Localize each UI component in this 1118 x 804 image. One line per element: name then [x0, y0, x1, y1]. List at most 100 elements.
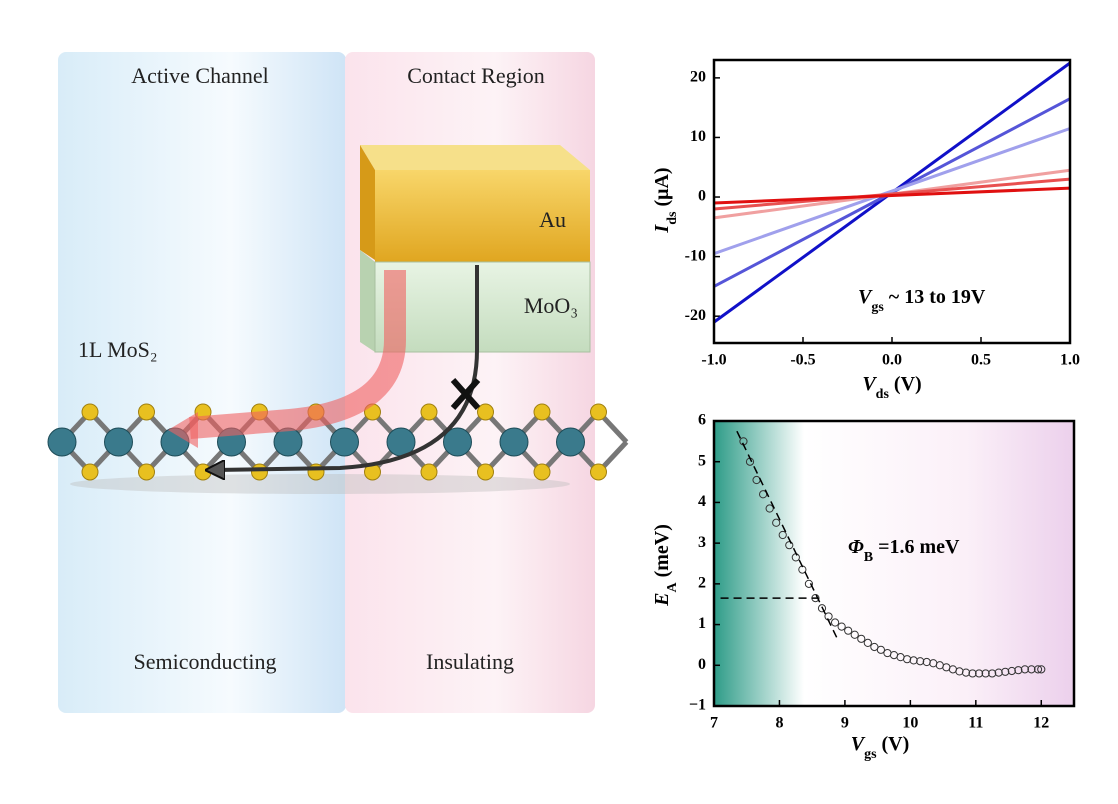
au-top: [360, 145, 590, 170]
sulfur: [420, 403, 438, 421]
label-part: ds: [665, 211, 680, 225]
x-tick-label: 0.5: [971, 352, 991, 369]
label: 1L MoS₂: [78, 337, 158, 362]
schematic: Active Channel Contact Region Au MoO₃ 1L…: [47, 52, 629, 713]
au-side: [360, 145, 375, 260]
point: [772, 518, 781, 527]
y-tick-label: -10: [685, 247, 706, 264]
channel-region: [58, 52, 346, 713]
point: [961, 668, 971, 677]
plot-frame: [712, 419, 1076, 708]
sulfur: [81, 403, 99, 421]
sulfur: [194, 463, 212, 481]
point: [994, 668, 1003, 677]
point: [817, 604, 827, 613]
sulfur: [81, 463, 99, 481]
axis-label: Vgs ~ 13 to 19V: [858, 286, 986, 315]
background: [714, 421, 1074, 706]
point: [876, 645, 886, 654]
label-part: Φ: [848, 536, 864, 558]
au-block: [375, 170, 590, 262]
label-part: (V): [877, 733, 910, 755]
point: [1007, 666, 1016, 676]
point: [1027, 665, 1036, 674]
sulfur: [533, 463, 551, 481]
point: [778, 530, 787, 540]
point: [850, 630, 859, 639]
x-tick-label: 10: [902, 715, 918, 732]
molybdenum: [556, 427, 585, 457]
x-tick-label: -1.0: [701, 352, 726, 369]
label: Au: [539, 207, 566, 232]
sulfur: [251, 463, 268, 481]
label: Active Channel: [131, 63, 268, 88]
y-tick-label: 5: [698, 452, 706, 469]
point: [1033, 665, 1043, 674]
molybdenum: [330, 427, 359, 457]
label-part: gs: [871, 300, 884, 315]
label-part: (μA): [651, 167, 673, 211]
point: [844, 626, 853, 635]
current-arrow: [189, 270, 406, 439]
label-part: B: [864, 550, 873, 565]
y-tick-label: 1: [698, 615, 706, 632]
sulfur: [590, 463, 607, 481]
point: [765, 504, 774, 513]
point: [955, 667, 964, 676]
y-tick-label: -20: [685, 307, 706, 324]
molybdenum: [499, 427, 529, 457]
sulfur: [138, 463, 155, 481]
label-part: E: [651, 593, 673, 607]
point: [988, 669, 997, 678]
label-part: (V): [889, 373, 922, 395]
series-line: [713, 186, 1071, 205]
sulfur: [533, 403, 551, 421]
plot-frame: [712, 58, 1072, 345]
label-part: I: [651, 224, 673, 234]
sulfur: [477, 463, 494, 481]
series-line: [713, 127, 1071, 256]
point: [1020, 665, 1030, 674]
molybdenum: [104, 427, 133, 457]
y-tick-label: 3: [698, 534, 706, 551]
sulfur: [477, 403, 494, 421]
point: [909, 656, 918, 665]
moo3-block: [374, 261, 591, 353]
label-part: V: [851, 733, 866, 755]
y-tick-label: 10: [690, 128, 706, 145]
y-tick-label: 4: [698, 493, 706, 510]
arrow-head: [168, 412, 198, 448]
label-part: gs: [864, 747, 877, 762]
axis-label: Vgs (V): [851, 733, 910, 762]
moo3-side: [360, 250, 375, 352]
sulfur: [590, 403, 607, 421]
y-tick-label: 20: [690, 69, 706, 86]
point: [1001, 667, 1010, 676]
point: [785, 541, 794, 550]
point: [837, 622, 846, 631]
cross: [450, 378, 481, 410]
y-tick-label: 2: [698, 575, 706, 592]
label-part: =1.6 meV: [873, 536, 960, 558]
molybdenum: [47, 427, 77, 457]
label: Contact Region: [407, 63, 544, 88]
point: [981, 669, 990, 678]
shadow: [70, 474, 570, 494]
x-tick-label: 8: [775, 715, 783, 732]
label: Semiconducting: [134, 649, 277, 674]
point: [863, 638, 872, 647]
axis-label: Vds (V): [862, 373, 921, 402]
molybdenum: [443, 427, 472, 457]
x-tick-label: 9: [841, 715, 849, 732]
point: [1014, 666, 1023, 675]
x-tick-label: 7: [710, 715, 718, 732]
point: [830, 618, 840, 627]
x-tick-label: 1.0: [1060, 352, 1080, 369]
x-tick-label: 12: [1033, 715, 1049, 732]
x-tick-label: -0.5: [790, 352, 815, 369]
label-part: ~ 13 to 19V: [884, 286, 986, 308]
point: [916, 657, 925, 666]
x-tick-label: 11: [968, 715, 983, 732]
point: [857, 634, 866, 643]
axis-label: ΦB =1.6 meV: [848, 536, 960, 565]
